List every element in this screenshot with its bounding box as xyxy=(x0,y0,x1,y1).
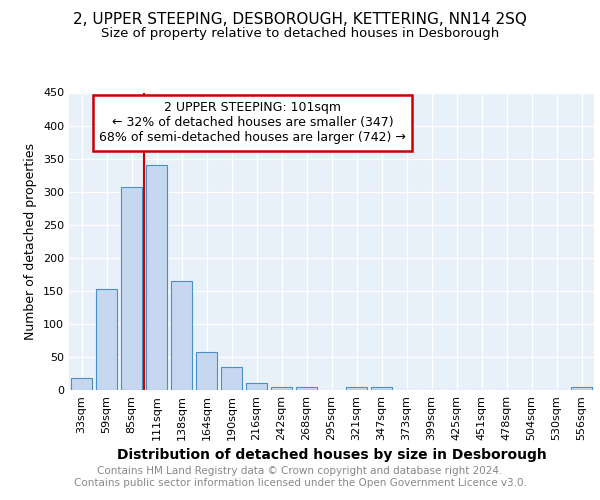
Bar xyxy=(296,386,317,390)
Bar xyxy=(171,281,192,390)
Bar xyxy=(121,187,142,390)
Bar xyxy=(246,384,267,390)
Bar xyxy=(346,386,367,390)
Text: Size of property relative to detached houses in Desborough: Size of property relative to detached ho… xyxy=(101,28,499,40)
Bar xyxy=(271,386,292,390)
Bar xyxy=(71,378,92,390)
Text: Contains HM Land Registry data © Crown copyright and database right 2024.
Contai: Contains HM Land Registry data © Crown c… xyxy=(74,466,526,487)
X-axis label: Distribution of detached houses by size in Desborough: Distribution of detached houses by size … xyxy=(116,448,547,462)
Bar xyxy=(196,352,217,390)
Text: 2, UPPER STEEPING, DESBOROUGH, KETTERING, NN14 2SQ: 2, UPPER STEEPING, DESBOROUGH, KETTERING… xyxy=(73,12,527,28)
Y-axis label: Number of detached properties: Number of detached properties xyxy=(25,143,37,340)
Bar xyxy=(371,386,392,390)
Bar xyxy=(146,165,167,390)
Bar xyxy=(571,386,592,390)
Text: 2 UPPER STEEPING: 101sqm
← 32% of detached houses are smaller (347)
68% of semi-: 2 UPPER STEEPING: 101sqm ← 32% of detach… xyxy=(100,102,406,144)
Bar xyxy=(96,289,117,390)
Bar xyxy=(221,367,242,390)
